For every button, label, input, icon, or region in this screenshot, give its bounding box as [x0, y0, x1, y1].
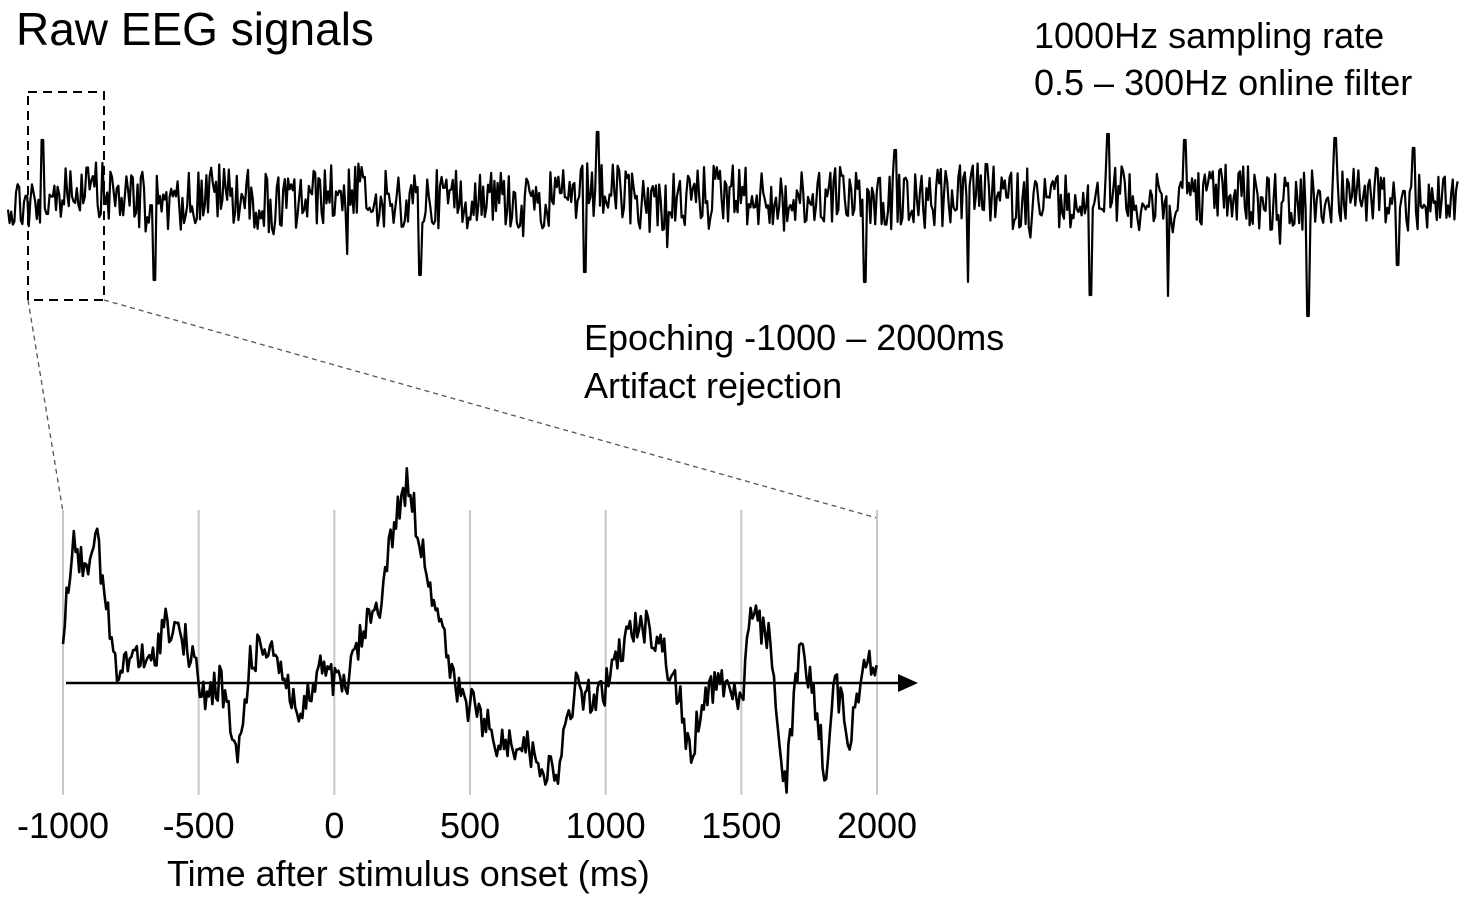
- sampling-rate-label: 1000Hz sampling rate: [1034, 15, 1385, 56]
- tick-label: 0: [324, 805, 344, 846]
- tick-label: 1500: [701, 805, 781, 846]
- epoching-label: Epoching -1000 – 2000ms: [584, 317, 1005, 358]
- tick-label: 2000: [837, 805, 917, 846]
- x-axis-label: Time after stimulus onset (ms): [167, 853, 650, 894]
- zoom-selection-box: [27, 91, 105, 301]
- time-axis-arrowhead: [898, 674, 918, 692]
- tick-label: -1000: [17, 805, 109, 846]
- tick-label: 500: [440, 805, 500, 846]
- online-filter-label: 0.5 – 300Hz online filter: [1034, 62, 1413, 103]
- artifact-rejection-label: Artifact rejection: [584, 365, 843, 406]
- tick-label: -500: [163, 805, 235, 846]
- tick-label: 1000: [566, 805, 646, 846]
- figure-title: Raw EEG signals: [16, 3, 374, 55]
- raw-eeg-trace: [6, 130, 1459, 318]
- zoom-connector-right: [103, 299, 878, 519]
- zoom-connector-left: [27, 299, 64, 513]
